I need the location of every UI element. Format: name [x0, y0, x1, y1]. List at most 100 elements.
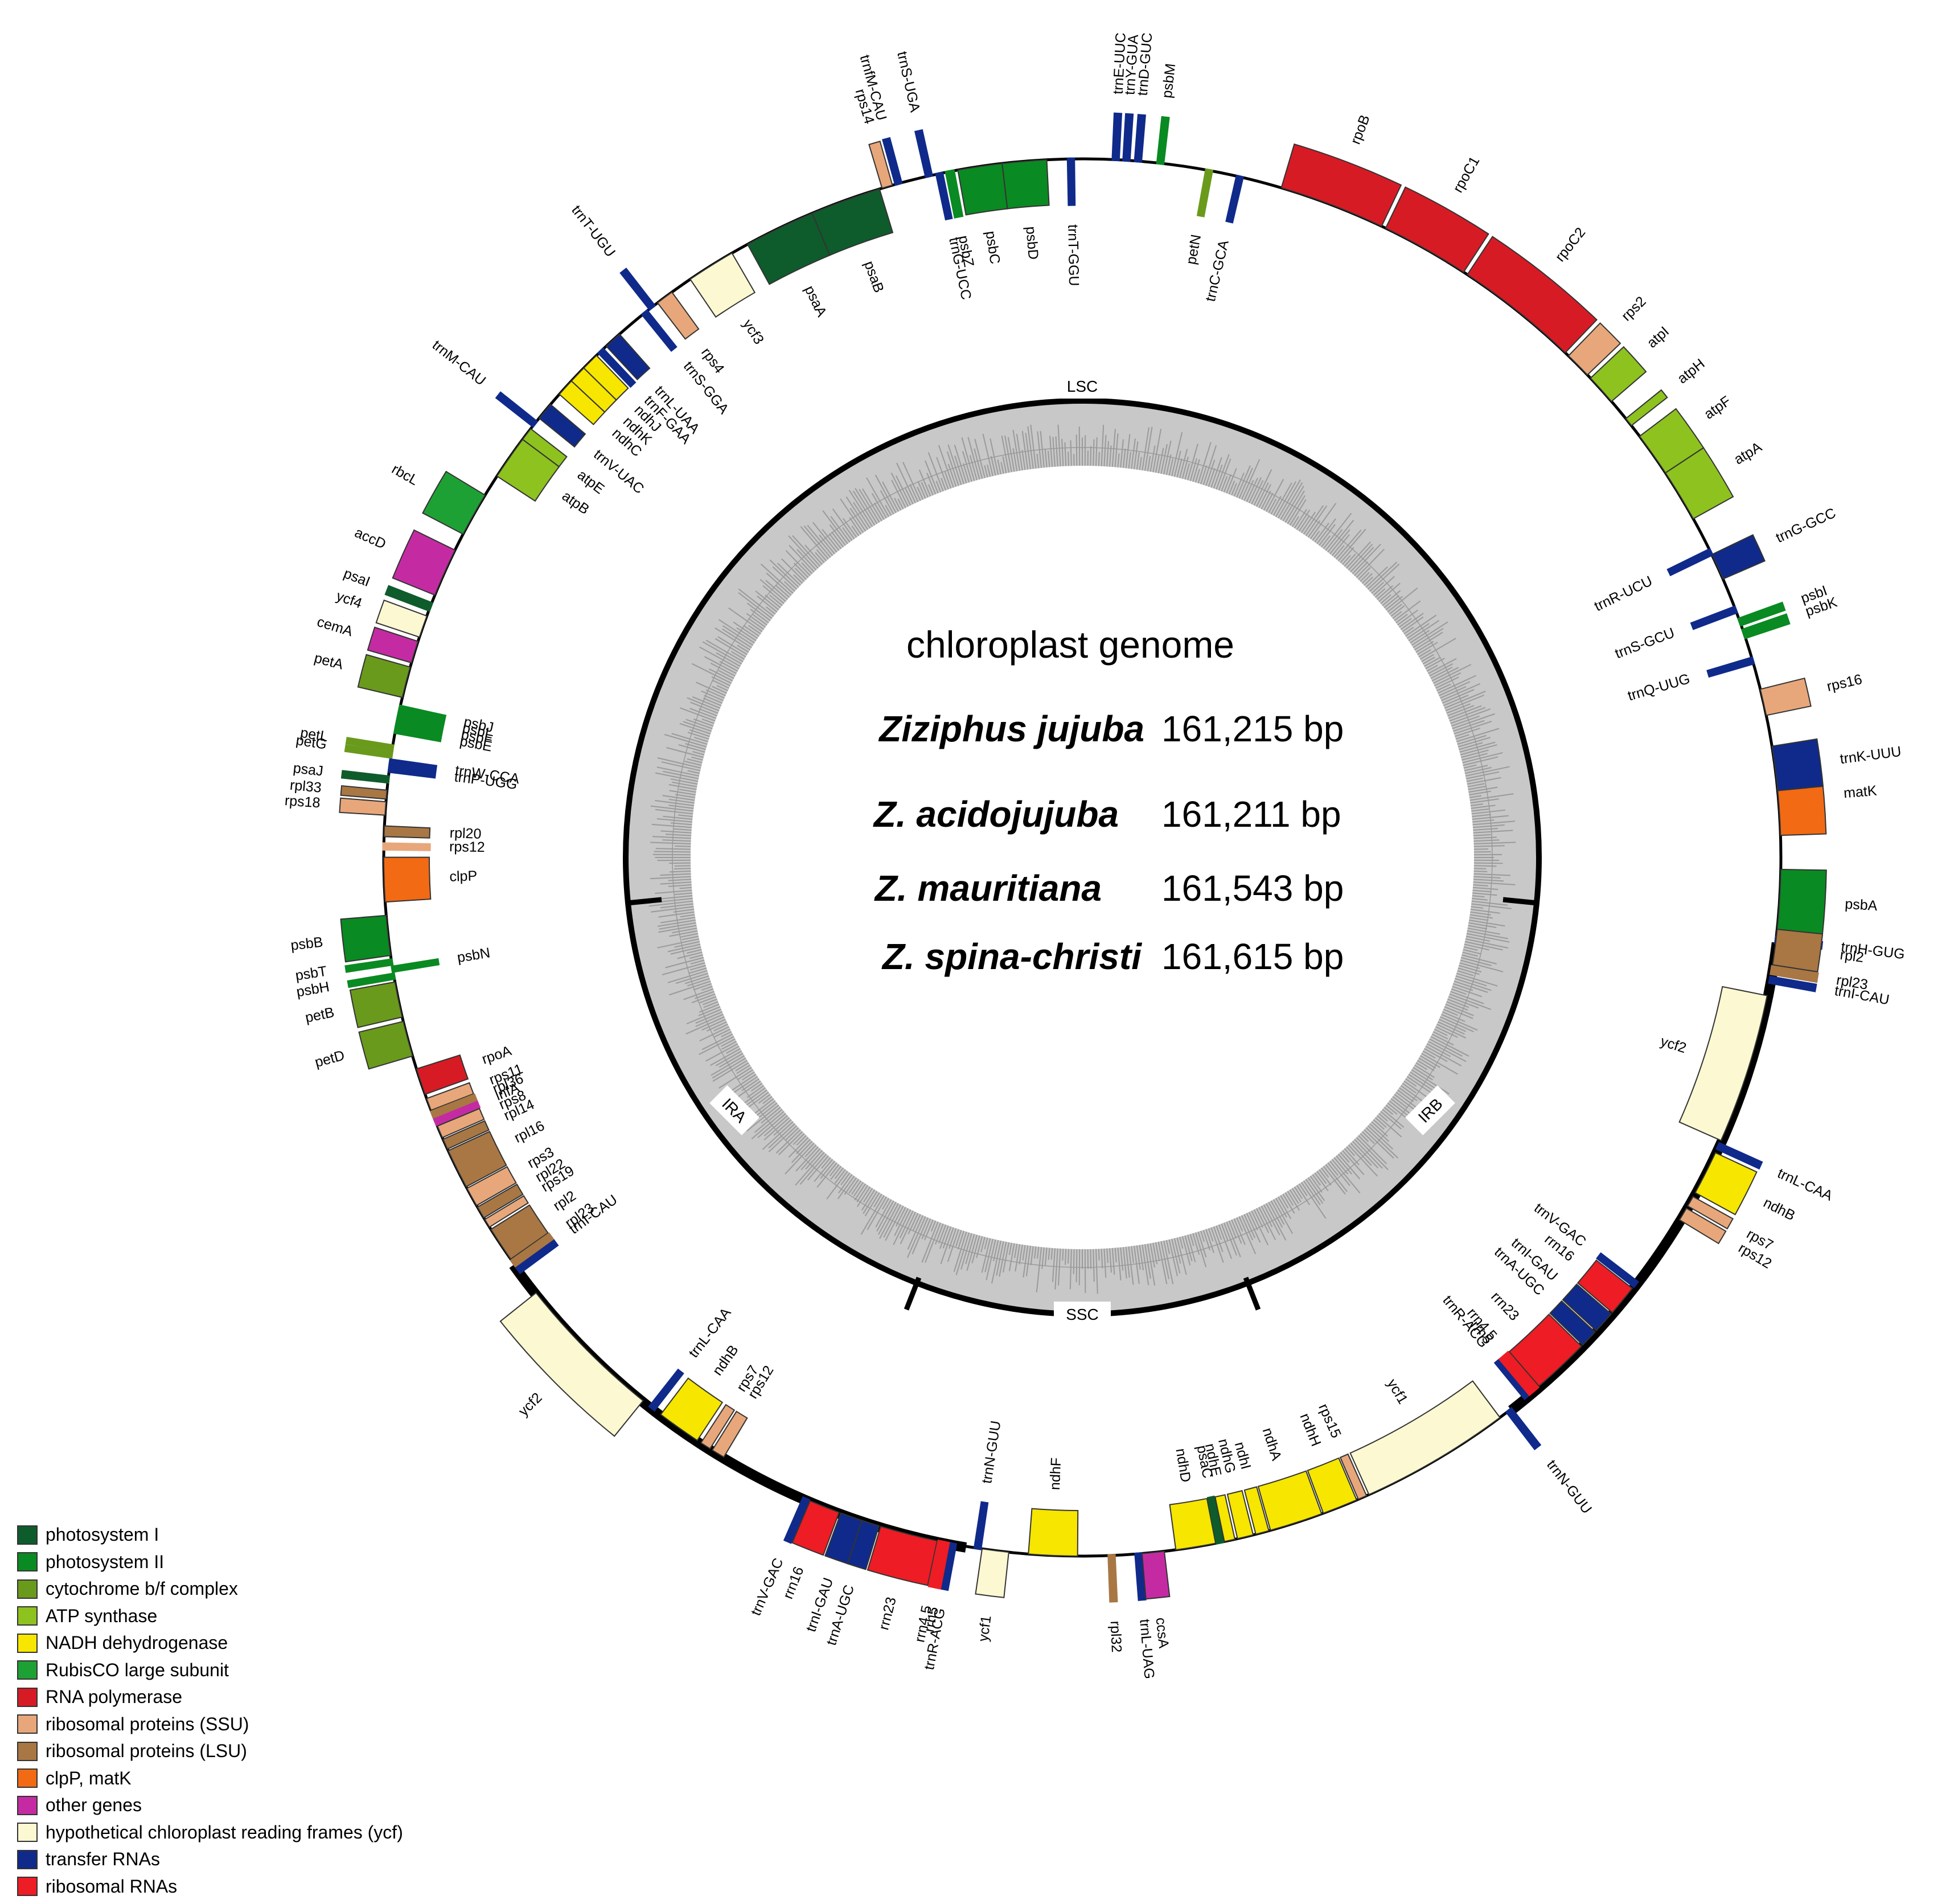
gc-spike: [1131, 438, 1136, 469]
gene-psbj: [397, 704, 447, 722]
gc-spike: [1470, 911, 1491, 916]
gc-spike: [1316, 518, 1336, 544]
gc-spike: [957, 1230, 964, 1250]
gc-spike: [1446, 1001, 1468, 1011]
gc-spike: [801, 562, 813, 575]
gc-spike: [1272, 482, 1292, 516]
gc-spike: [773, 1119, 792, 1136]
gene-trny-gua: [1122, 113, 1134, 162]
gc-spike: [1189, 458, 1197, 481]
gc-spike: [1233, 473, 1245, 497]
gc-spike: [1055, 436, 1058, 467]
gc-spike: [718, 670, 734, 679]
gc-spike: [1346, 541, 1371, 569]
gc-spike: [925, 1222, 942, 1263]
legend-swatch: [17, 1714, 38, 1734]
gc-spike: [1421, 1053, 1458, 1075]
gc-spike: [947, 463, 957, 487]
gene-label-atpb: atpB: [559, 488, 592, 518]
gene-label-trnk-uuu: trnK-UUU: [1839, 744, 1902, 768]
gc-spike: [1320, 535, 1331, 548]
gene-label-trng-gcc: trnG-GCC: [1773, 505, 1838, 546]
gc-spike: [1068, 1249, 1069, 1264]
gene-petd: [358, 1020, 413, 1070]
gc-spike: [1226, 1221, 1241, 1258]
gc-spike: [669, 930, 698, 937]
gc-spike: [1472, 887, 1498, 891]
gc-spike: [1473, 876, 1501, 879]
gc-spike: [660, 903, 693, 909]
region-tick-ira-lsc: [627, 897, 662, 906]
gc-spike: [735, 1062, 749, 1072]
gc-spike: [1226, 468, 1237, 494]
gc-spike: [1049, 436, 1053, 467]
gc-spike: [1114, 1248, 1117, 1263]
gc-spike: [1340, 1152, 1350, 1163]
gc-spike: [1365, 1127, 1399, 1159]
gc-spike: [691, 993, 716, 1004]
gc-spike: [1216, 1225, 1222, 1240]
gc-spike: [1228, 1220, 1237, 1239]
gc-spike: [879, 1203, 899, 1239]
gc-spike: [1467, 928, 1500, 935]
gc-spike: [708, 668, 733, 682]
gc-spike: [1307, 1177, 1325, 1201]
gene-psaj: [340, 770, 390, 784]
gc-spike: [1003, 1242, 1010, 1273]
gc-spike: [1380, 1111, 1402, 1130]
gc-spike: [685, 719, 713, 729]
gc-spike: [1394, 600, 1421, 621]
legend-swatch: [17, 1606, 38, 1626]
gc-spike: [834, 1167, 844, 1179]
gc-spike: [1251, 1210, 1269, 1246]
gc-spike: [880, 490, 894, 515]
gc-spike: [1125, 1246, 1130, 1278]
gene-label-trnn-guu: trnN-GUU: [979, 1419, 1004, 1484]
gc-spike: [1471, 809, 1505, 815]
gc-spike: [1142, 1244, 1149, 1286]
gc-spike: [1473, 862, 1503, 864]
gc-spike: [670, 778, 698, 785]
gc-spike: [692, 751, 705, 756]
gc-spike: [1316, 1171, 1327, 1184]
gc-spike: [1142, 427, 1149, 471]
gc-inner-ring: [691, 466, 1474, 1249]
gc-spike: [963, 463, 970, 483]
gene-ndhb: [1694, 1152, 1758, 1216]
species-name-4: Z. spina-christi: [881, 936, 1142, 977]
gc-spike: [1439, 1019, 1466, 1032]
legend-item: RNA polymerase: [17, 1684, 529, 1711]
gc-spike: [1327, 519, 1354, 553]
gc-spike: [831, 531, 844, 548]
gene-label-trnv-gac: trnV-GAC: [748, 1556, 786, 1618]
gc-spike: [689, 729, 710, 737]
gc-spike: [659, 922, 696, 930]
gc-spike: [1210, 457, 1222, 488]
gc-spike: [1312, 531, 1320, 541]
gc-spike: [1181, 1236, 1191, 1266]
gc-spike: [1333, 545, 1345, 558]
gc-spike: [765, 580, 788, 600]
gc-spike: [1106, 441, 1110, 467]
gc-spike: [660, 830, 692, 834]
gene-psbn: [391, 958, 440, 973]
gene-trni-gau: [1562, 1283, 1612, 1332]
gene-rpoa: [416, 1054, 469, 1095]
gc-spike: [1473, 848, 1488, 850]
gc-spike: [941, 478, 947, 491]
gc-spike: [737, 645, 749, 653]
legend-swatch: [17, 1633, 38, 1653]
gc-spike: [678, 744, 705, 753]
gc-spike: [1155, 1242, 1160, 1262]
gc-spike: [1446, 703, 1471, 714]
gc-spike: [1187, 1234, 1196, 1262]
gene-label-trnn-guu: trnN-GUU: [1543, 1457, 1595, 1517]
gc-spike: [673, 909, 695, 913]
gc-spike: [991, 1240, 1001, 1284]
legend-label: cytochrome b/f complex: [46, 1578, 238, 1599]
gc-spike: [1473, 839, 1500, 842]
gc-spike: [1374, 1117, 1387, 1128]
gene-rpoc2: [1466, 236, 1598, 354]
gc-spike: [1361, 1131, 1375, 1144]
region-tick-ssc-irb: [1243, 1277, 1261, 1311]
